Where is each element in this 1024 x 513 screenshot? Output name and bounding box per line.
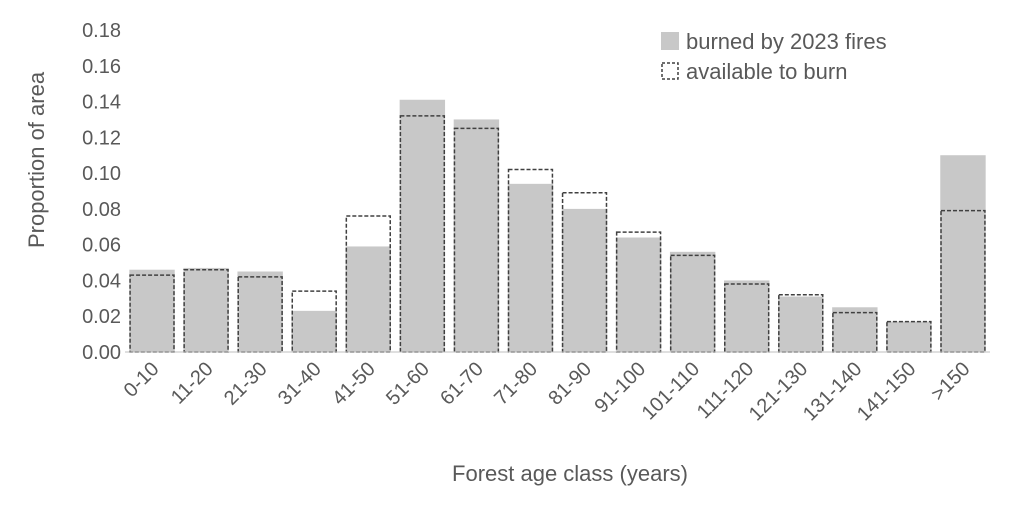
- x-tick-label: 101-110: [638, 358, 704, 424]
- y-tick-label: 0.14: [82, 92, 121, 114]
- legend-label-burned: burned by 2023 fires: [686, 29, 887, 54]
- burned-series: [129, 99, 986, 353]
- bar-burned: [615, 237, 662, 352]
- bar-burned: [183, 267, 229, 352]
- x-tick-label: 31-40: [274, 358, 326, 410]
- y-tick-label: 0.04: [82, 270, 121, 292]
- legend-swatch-available: [661, 62, 679, 80]
- y-tick-label: 0.12: [82, 127, 121, 149]
- legend-swatch-burned: [661, 32, 679, 50]
- bar-burned: [886, 321, 932, 352]
- x-tick-label: 121-130: [745, 358, 812, 425]
- bar-burned: [507, 183, 554, 352]
- x-tick-label: 131-140: [799, 358, 866, 425]
- y-tick-label: 0.00: [82, 342, 121, 364]
- bar-available: [183, 268, 229, 353]
- y-tick-label: 0.08: [82, 199, 121, 221]
- y-axis: 0.00 0.02 0.04 0.06 0.08 0.10 0.12 0.14 0.16 0.18: [82, 20, 121, 364]
- x-axis-title: Forest age class (years): [452, 461, 688, 486]
- x-axis: 0-10 11-20 21-30 31-40 41-50 51-60 61-70 71-80 8…: [120, 358, 975, 425]
- x-tick-label: 71-80: [490, 358, 542, 410]
- x-tick-label: 0-10: [120, 358, 164, 402]
- bar-available: [129, 274, 175, 353]
- x-tick-label: >150: [927, 358, 974, 405]
- bar-burned: [778, 296, 824, 352]
- x-tick-label: 81-90: [544, 358, 596, 410]
- x-tick-label: 61-70: [436, 358, 488, 410]
- x-tick-label: 51-60: [382, 358, 434, 410]
- bar-burned: [345, 246, 391, 352]
- bar-burned: [724, 280, 770, 352]
- bar-burned: [129, 269, 175, 352]
- bar-burned: [399, 99, 446, 353]
- x-tick-label: 21-30: [220, 358, 272, 410]
- y-tick-label: 0.02: [82, 306, 121, 328]
- bar-burned: [561, 208, 608, 352]
- bar-burned: [237, 271, 283, 352]
- legend-label-available: available to burn: [686, 59, 847, 84]
- bar-burned: [832, 307, 878, 352]
- x-tick-label: 11-20: [167, 358, 218, 409]
- bar-burned: [940, 155, 986, 352]
- bar-available: [615, 231, 662, 353]
- legend: burned by 2023 fires available to burn: [661, 29, 887, 84]
- bar-burned: [453, 119, 500, 352]
- y-tick-label: 0.18: [82, 20, 121, 42]
- bar-burned: [291, 310, 337, 352]
- y-tick-label: 0.10: [82, 163, 121, 185]
- y-axis-title: Proportion of area: [24, 71, 49, 248]
- y-tick-label: 0.16: [82, 56, 121, 78]
- bar-burned: [669, 251, 716, 352]
- x-tick-label: 41-50: [328, 358, 380, 410]
- x-tick-label: 141-150: [853, 358, 920, 425]
- y-tick-label: 0.06: [82, 235, 121, 257]
